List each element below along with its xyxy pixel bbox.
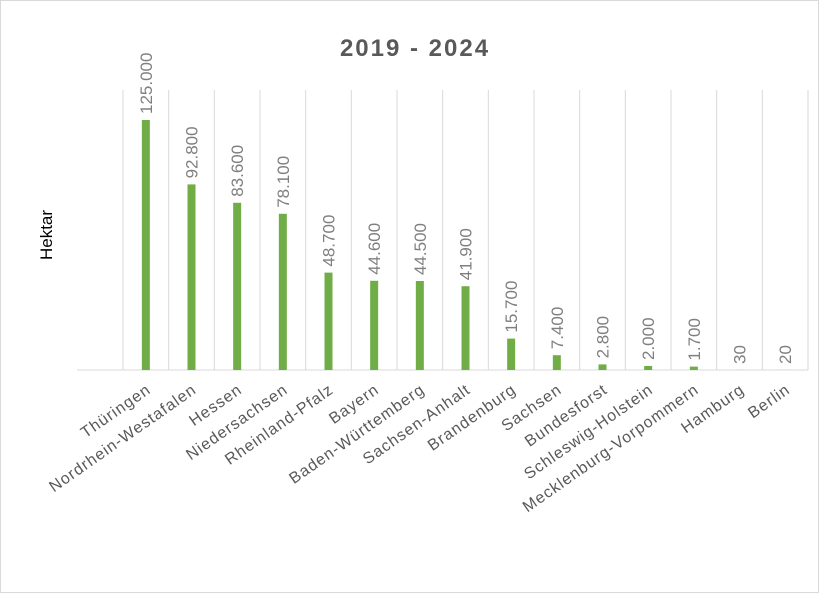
bar <box>415 281 424 370</box>
bar <box>233 202 242 370</box>
bar <box>598 364 607 370</box>
bar <box>187 184 196 370</box>
value-label: 41.900 <box>457 228 476 280</box>
bar <box>461 286 470 370</box>
bar <box>689 366 698 370</box>
value-label: 15.700 <box>502 281 521 333</box>
value-label: 30 <box>731 345 750 364</box>
value-label: 92.800 <box>183 126 202 178</box>
bar <box>507 338 516 370</box>
value-label: 7.400 <box>548 307 567 350</box>
bar <box>324 272 333 370</box>
y-axis-label: Hektar <box>37 210 56 260</box>
value-label: 125.000 <box>137 53 156 114</box>
value-label: 2.000 <box>639 317 658 360</box>
bar <box>141 120 150 370</box>
value-label: 2.800 <box>594 316 613 359</box>
bar <box>552 355 561 370</box>
value-label: 1.700 <box>685 318 704 361</box>
chart-title: 2019 - 2024 <box>340 35 490 62</box>
value-label: 20 <box>776 345 795 364</box>
value-label: 83.600 <box>228 145 247 197</box>
value-label: 44.500 <box>411 223 430 275</box>
value-label: 44.600 <box>365 223 384 275</box>
bar <box>370 280 379 370</box>
bar <box>278 213 287 370</box>
value-label: 78.100 <box>274 156 293 208</box>
value-label: 48.700 <box>320 215 339 267</box>
bar <box>644 366 653 370</box>
